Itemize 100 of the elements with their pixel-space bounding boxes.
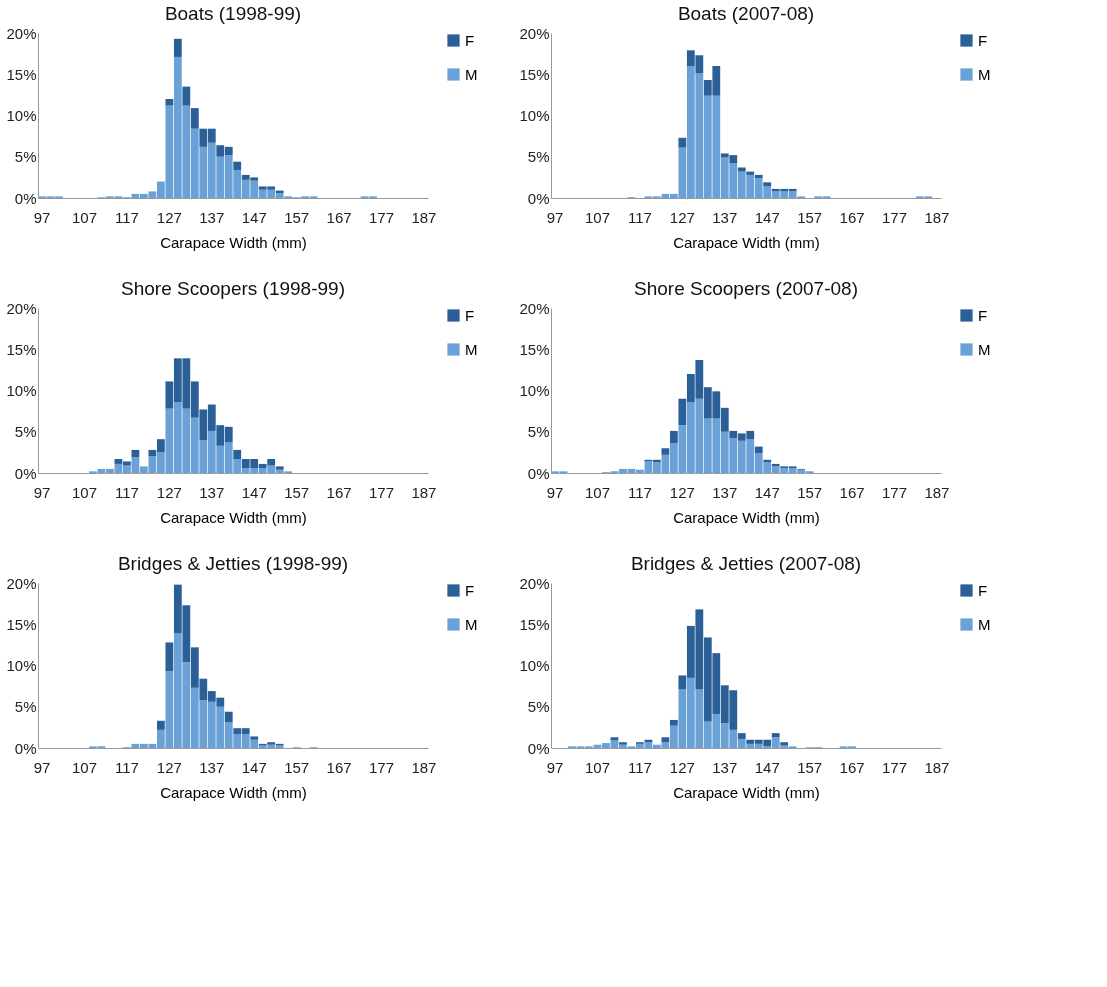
x-tick-label: 177 [368,208,395,226]
x-tick-label: 167 [839,483,865,501]
x-tick-label: 187 [924,483,950,501]
x-tick-label: 147 [241,208,267,226]
x-tick-label: 137 [712,208,738,226]
legend-label: F [465,306,475,324]
x-tick-label: 117 [114,483,139,501]
chart-title: Boats (1998-99) [164,3,302,24]
x-tick-label: 147 [754,758,780,776]
y-tick-label: 0% [527,739,550,757]
x-tick-label: 117 [627,758,652,776]
legend-label: M [465,615,478,633]
y-tick-label: 15% [6,65,37,83]
y-tick-label: 10% [6,107,37,124]
y-tick-label: 10% [519,382,550,399]
x-tick-label: 177 [881,483,908,501]
legend-label: M [465,65,478,83]
x-tick-label: 177 [881,758,908,776]
legend-label: M [978,340,991,358]
bar [669,430,678,444]
bar [661,448,670,455]
x-tick-label: 187 [411,758,437,776]
bar [754,174,763,179]
x-axis-title: Carapace Width (mm) [160,508,307,526]
bar [678,137,687,148]
x-tick-label: 177 [881,208,908,226]
chart-title: Bridges & Jetties (1998-99) [117,553,349,574]
x-tick-label: 127 [156,758,182,776]
legend-label: M [978,615,991,633]
x-tick-label: 187 [411,483,437,501]
legend-label: M [465,340,478,358]
x-tick-label: 177 [368,758,395,776]
x-axis-title: Carapace Width (mm) [673,783,820,801]
x-tick-label: 187 [924,208,950,226]
y-tick-label: 20% [6,299,37,317]
y-tick-label: 0% [14,739,37,757]
x-tick-label: 157 [797,483,823,501]
chart-title: Bridges & Jetties (2007-08) [630,553,862,574]
x-tick-label: 117 [114,208,139,226]
bar [610,737,619,741]
x-tick-label: 107 [71,208,98,226]
x-tick-label: 97 [546,483,564,501]
bar [746,171,755,175]
x-tick-label: 107 [71,483,98,501]
x-tick-label: 187 [411,208,437,226]
bar [233,449,242,459]
y-tick-label: 5% [527,698,550,716]
x-tick-label: 137 [199,758,225,776]
x-tick-label: 127 [669,483,695,501]
y-tick-label: 20% [519,299,550,317]
x-tick-label: 127 [156,483,182,501]
x-tick-label: 167 [839,208,865,226]
x-tick-label: 107 [584,483,611,501]
x-tick-label: 127 [669,758,695,776]
y-tick-label: 20% [519,574,550,592]
x-tick-label: 147 [241,483,267,501]
y-tick-label: 15% [519,65,550,83]
x-tick-label: 117 [114,758,139,776]
bar [165,642,174,672]
x-tick-label: 127 [669,208,695,226]
bar [190,108,199,129]
bar [737,733,746,739]
y-tick-label: 10% [519,107,550,124]
bar [224,711,233,723]
bar [661,737,670,743]
bar [173,38,182,57]
x-tick-label: 157 [284,483,310,501]
chart-title: Shore Scoopers (2007-08) [634,278,858,299]
y-tick-label: 20% [519,24,550,42]
y-tick-label: 0% [14,189,37,207]
x-tick-label: 177 [368,483,395,501]
chart-title: Boats (2007-08) [677,3,815,24]
y-tick-label: 5% [14,698,37,716]
y-tick-label: 10% [6,382,37,399]
legend-label: F [978,306,988,324]
x-tick-label: 137 [199,208,225,226]
x-tick-label: 187 [924,758,950,776]
y-tick-label: 15% [6,340,37,358]
bar [763,182,772,187]
bar [669,719,678,726]
x-tick-label: 147 [754,208,780,226]
bar [250,736,259,740]
x-tick-label: 137 [712,758,738,776]
x-tick-label: 157 [797,208,823,226]
bar [165,99,174,106]
legend-label: M [978,65,991,83]
x-tick-label: 107 [584,758,611,776]
x-tick-label: 167 [839,758,865,776]
x-tick-label: 107 [584,208,611,226]
y-tick-label: 0% [14,464,37,482]
x-tick-label: 97 [33,483,51,501]
x-tick-label: 97 [546,208,564,226]
bar [754,446,763,454]
y-tick-label: 10% [6,657,37,674]
x-axis-title: Carapace Width (mm) [673,233,820,251]
x-tick-label: 157 [284,208,310,226]
x-tick-label: 147 [241,758,267,776]
x-tick-label: 157 [284,758,310,776]
x-axis-title: Carapace Width (mm) [160,233,307,251]
chart-title: Shore Scoopers (1998-99) [121,278,345,299]
